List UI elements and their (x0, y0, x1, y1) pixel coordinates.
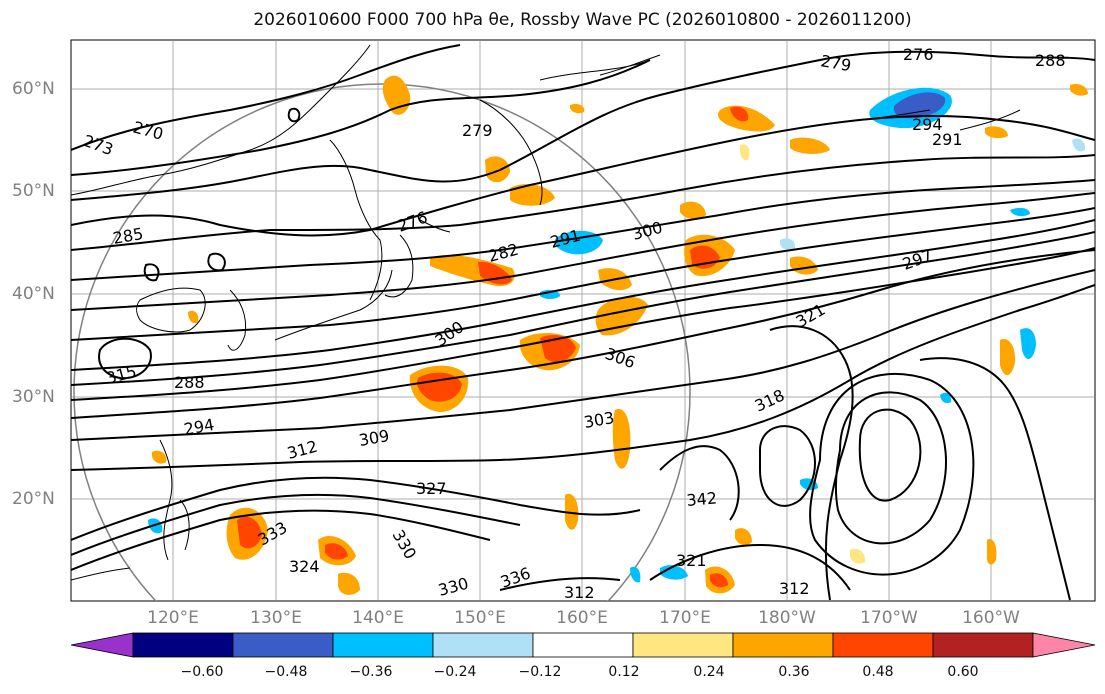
lon-label: 150°E (454, 608, 506, 628)
lon-label: 140°E (352, 608, 404, 628)
colorbar-extend-high (1032, 632, 1096, 658)
contour-label: 312 (779, 579, 810, 598)
colorbar-tick: 0.36 (778, 664, 810, 680)
lon-label: 170°W (860, 608, 918, 628)
colorbar-segment (232, 632, 334, 658)
contour-label: 279 (462, 121, 493, 140)
lon-label: 180°W (758, 608, 816, 628)
colorbar-segment (432, 632, 534, 658)
colorbar-tick: 0.24 (693, 664, 725, 680)
colorbar-extend-low (70, 632, 134, 658)
colorbar-segment (732, 632, 834, 658)
colorbar-tick: 0.12 (608, 664, 640, 680)
contour-label: 327 (416, 479, 447, 498)
colorbar-tick: 0.60 (947, 664, 979, 680)
lon-label: 130°E (250, 608, 302, 628)
contour-label: 291 (932, 130, 963, 149)
colorbar-segment (632, 632, 734, 658)
colorbar-tick: −0.24 (433, 664, 477, 680)
colorbar-segment (532, 632, 634, 658)
colorbar (70, 632, 1096, 658)
colorbar-tick: −0.12 (518, 664, 562, 680)
theta-e-contours (71, 44, 1095, 601)
lat-label: 60°N (12, 79, 55, 99)
lon-label: 170°E (659, 608, 711, 628)
lat-label: 20°N (12, 489, 55, 509)
colorbar-segment (332, 632, 434, 658)
contour-label: 294 (912, 115, 943, 134)
figure-title: 2026010600 F000 700 hPa θe, Rossby Wave … (253, 10, 912, 30)
contour-label: 312 (564, 583, 595, 602)
colorbar-segment (132, 632, 234, 658)
lat-label: 40°N (12, 284, 55, 304)
contour-label: 288 (174, 373, 205, 392)
contour-label: 288 (1035, 51, 1066, 70)
lat-label: 50°N (12, 181, 55, 201)
lon-label: 160°W (962, 608, 1020, 628)
contour-label: 342 (686, 488, 718, 510)
colorbar-tick: −0.36 (349, 664, 393, 680)
radius-circle (73, 83, 691, 601)
contour-label: 324 (289, 557, 320, 576)
contour-label: 276 (903, 45, 934, 64)
colorbar-segment (932, 632, 1034, 658)
negative-anomaly-shading (148, 87, 1086, 583)
lat-label: 30°N (12, 387, 55, 407)
colorbar-tick: −0.60 (180, 664, 224, 680)
coastlines (71, 44, 1021, 581)
colorbar-segment (832, 632, 934, 658)
colorbar-tick: 0.48 (862, 664, 894, 680)
contour-label: 321 (676, 551, 707, 570)
colorbar-tick: −0.48 (264, 664, 308, 680)
lon-label: 160°E (556, 608, 608, 628)
lon-label: 120°E (147, 608, 199, 628)
